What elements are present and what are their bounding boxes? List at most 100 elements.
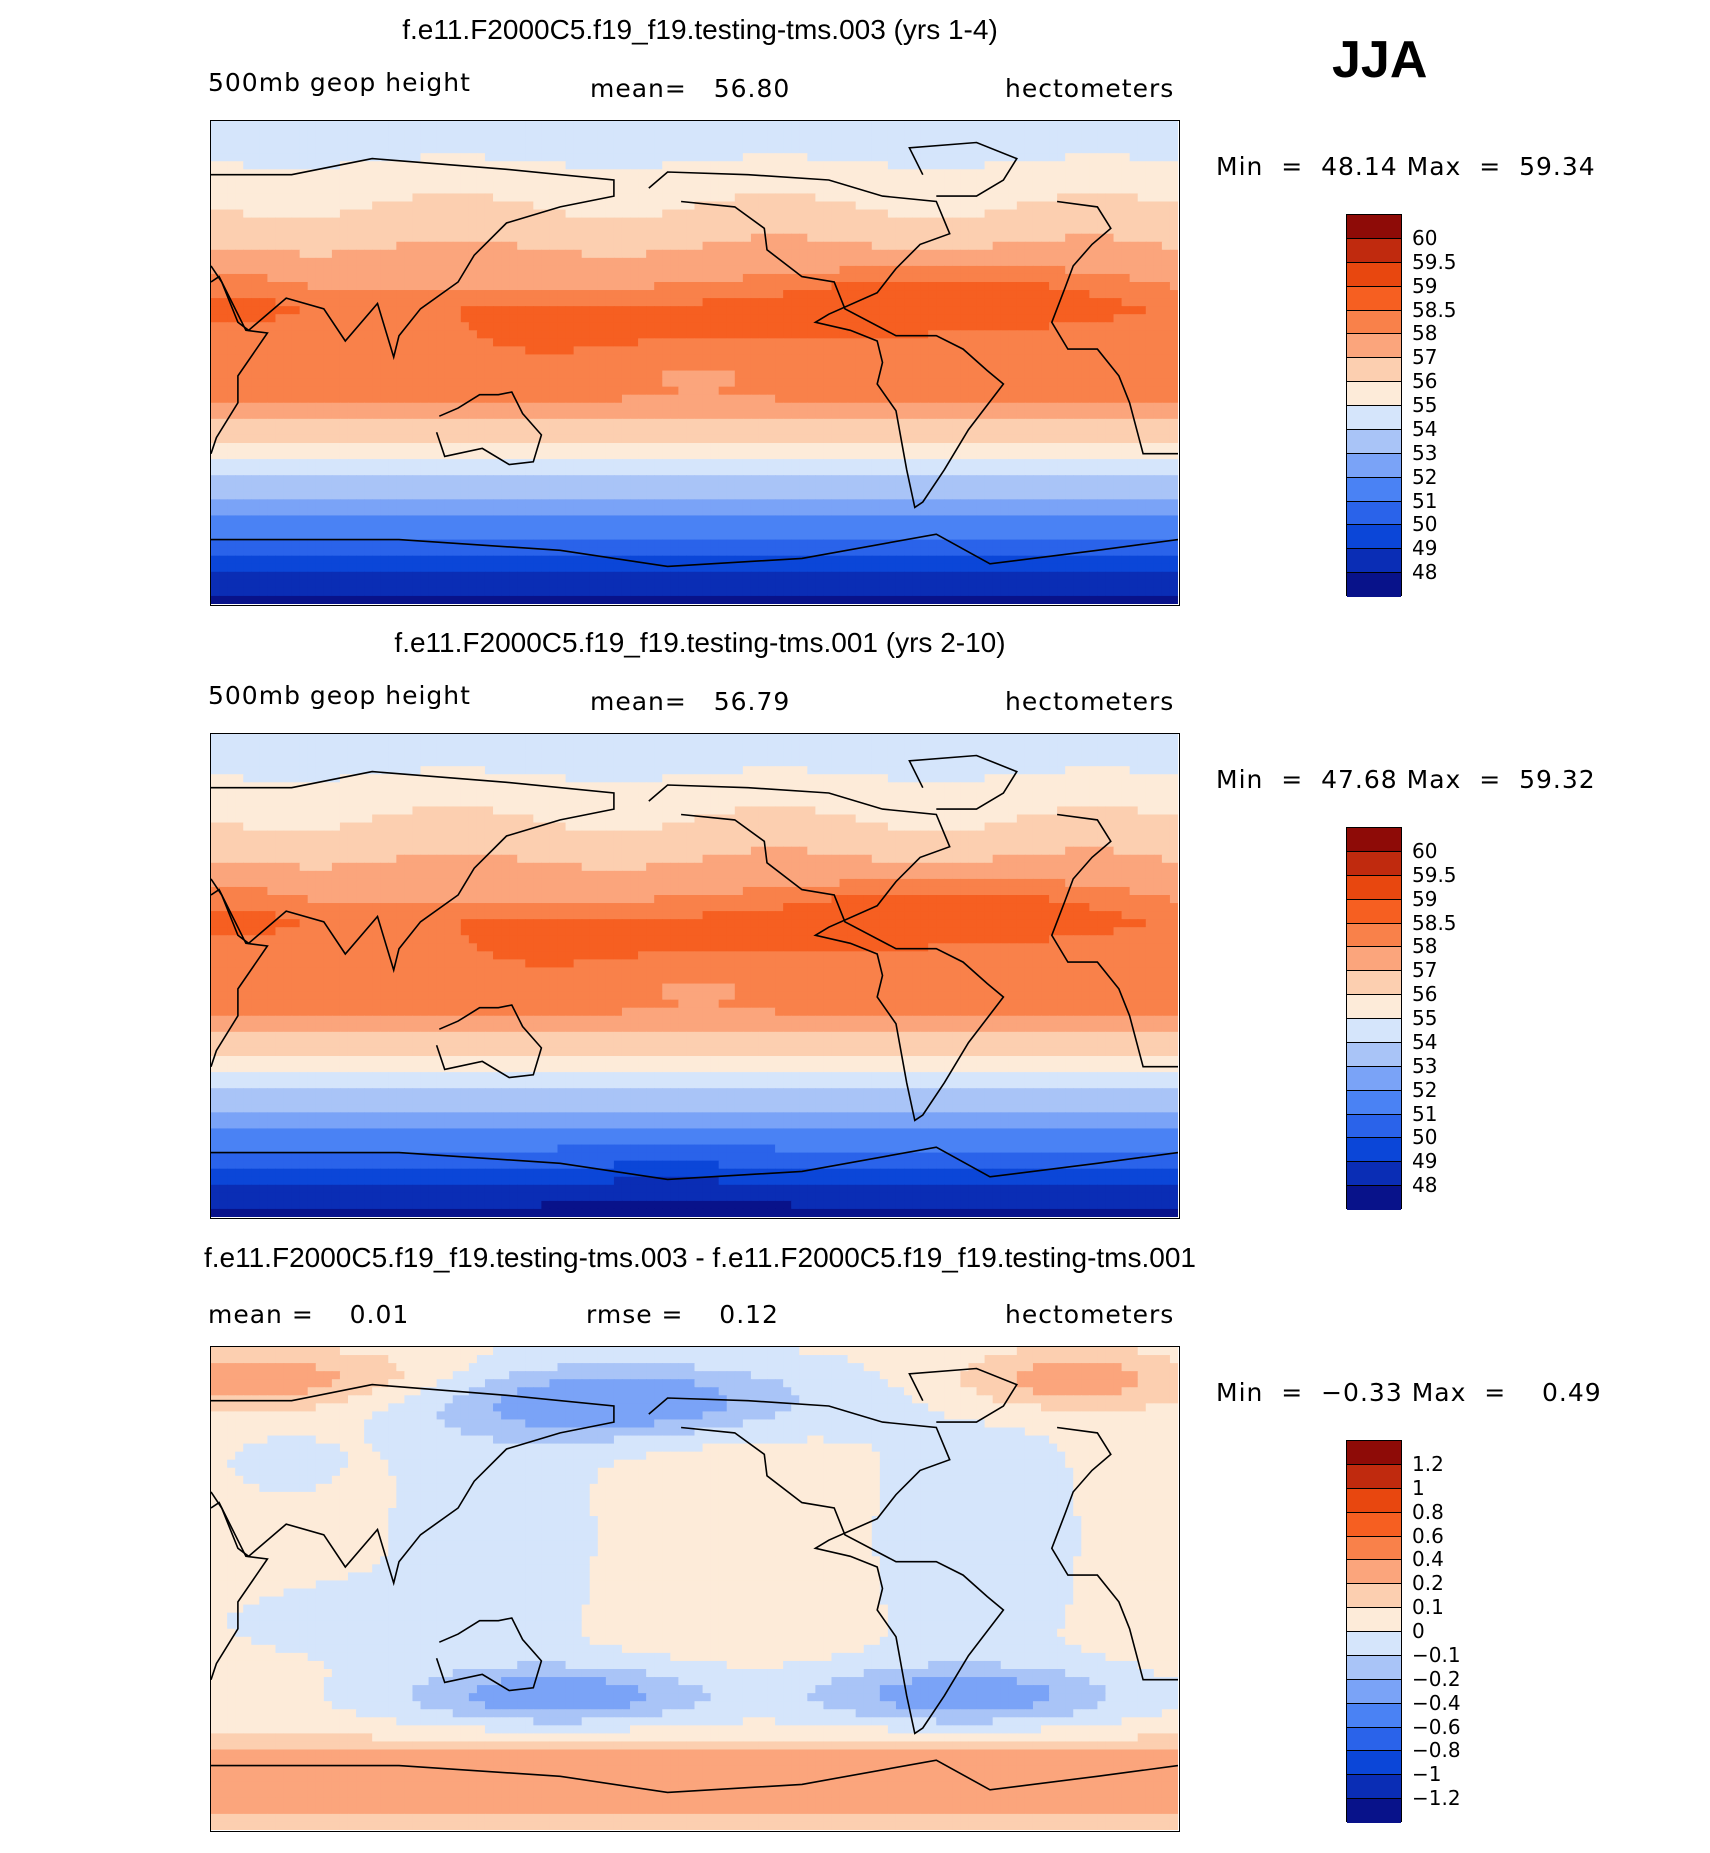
field-cell — [452, 322, 462, 331]
field-cell — [541, 386, 551, 396]
field-cell — [791, 378, 800, 388]
field-cell — [525, 298, 534, 307]
field-cell — [307, 265, 317, 275]
field-cell — [541, 346, 551, 356]
field-cell — [356, 217, 365, 227]
field-cell — [1097, 378, 1107, 388]
field-cell — [968, 193, 978, 203]
field-cell — [267, 201, 277, 211]
field-cell — [1145, 434, 1155, 444]
field-cell — [589, 362, 599, 372]
field-cell — [775, 233, 784, 243]
field-cell — [726, 330, 736, 339]
field-cell — [452, 434, 462, 444]
field-cell — [1016, 185, 1026, 195]
field-cell — [807, 265, 816, 275]
field-cell — [493, 410, 502, 420]
field-cell — [468, 257, 478, 267]
field-cell — [879, 322, 889, 331]
field-cell — [605, 338, 615, 347]
field-cell — [613, 153, 623, 162]
field-cell — [452, 201, 462, 211]
field-cell — [879, 443, 889, 452]
field-cell — [476, 402, 486, 412]
field-cell — [251, 306, 260, 315]
field-cell — [936, 330, 945, 339]
field-cell — [839, 362, 849, 372]
field-cell — [839, 290, 849, 299]
field-cell — [219, 370, 228, 380]
field-cell — [291, 362, 301, 372]
field-cell — [331, 145, 341, 154]
field-cell — [339, 410, 349, 420]
field-cell — [750, 241, 760, 251]
field-cell — [412, 298, 422, 307]
field-cell — [460, 346, 470, 356]
field-cell — [1065, 338, 1074, 347]
field-cell — [315, 249, 325, 259]
field-cell — [1041, 354, 1050, 364]
field-cell — [718, 153, 728, 162]
field-cell — [1145, 418, 1155, 428]
field-cell — [307, 346, 317, 356]
field-cell — [791, 330, 800, 339]
field-cell — [984, 249, 994, 259]
field-cell — [581, 137, 591, 146]
field-cell — [815, 434, 825, 444]
field-cell — [388, 177, 397, 186]
field-cell — [1129, 249, 1139, 259]
field-cell — [839, 129, 849, 138]
field-cell — [275, 265, 285, 275]
field-cell — [565, 402, 575, 412]
field-cell — [436, 394, 446, 404]
field-cell — [686, 370, 696, 380]
field-cell — [944, 298, 953, 307]
field-cell — [573, 177, 583, 186]
field-cell — [767, 451, 776, 460]
field-cell — [605, 273, 615, 283]
field-cell — [347, 443, 357, 452]
field-cell — [412, 225, 422, 235]
field-cell — [621, 418, 631, 428]
field-cell — [662, 451, 671, 460]
field-cell — [339, 443, 349, 452]
field-cell — [219, 426, 228, 436]
field-cell — [299, 362, 309, 372]
field-cell — [758, 201, 768, 211]
field-cell — [839, 354, 849, 364]
field-cell — [1097, 394, 1107, 404]
field-cell — [1161, 249, 1171, 259]
field-cell — [1105, 443, 1115, 452]
field-cell — [444, 217, 454, 227]
field-cell — [758, 298, 768, 307]
field-cell — [904, 298, 913, 307]
field-cell — [468, 346, 478, 356]
field-cell — [944, 322, 953, 331]
field-cell — [621, 137, 631, 146]
field-cell — [847, 169, 857, 178]
field-cell — [904, 282, 913, 291]
field-cell — [984, 241, 994, 251]
field-cell — [388, 233, 397, 243]
field-cell — [831, 418, 841, 428]
field-cell — [928, 121, 937, 130]
field-cell — [928, 426, 937, 436]
field-cell — [549, 273, 559, 283]
field-cell — [1032, 282, 1042, 291]
field-cell — [944, 362, 953, 372]
field-cell — [646, 121, 655, 130]
field-cell — [525, 153, 534, 162]
field-cell — [895, 129, 905, 138]
field-cell — [323, 265, 333, 275]
field-cell — [976, 322, 986, 331]
field-cell — [1145, 193, 1155, 203]
field-cell — [356, 386, 365, 396]
field-cell — [1129, 306, 1139, 315]
field-cell — [621, 121, 631, 130]
field-cell — [992, 362, 1002, 372]
field-cell — [791, 426, 800, 436]
field-cell — [1137, 169, 1147, 178]
field-cell — [388, 426, 397, 436]
field-cell — [1081, 225, 1090, 235]
field-cell — [468, 402, 478, 412]
